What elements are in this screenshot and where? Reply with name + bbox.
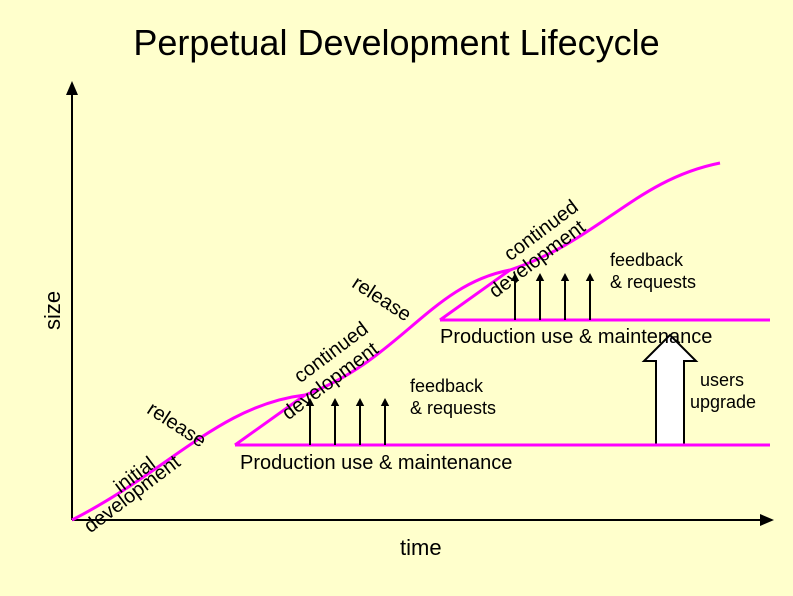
text-label: & requests xyxy=(610,272,696,293)
text-label: & requests xyxy=(410,398,496,419)
text-label: upgrade xyxy=(690,392,756,413)
text-label: Production use & maintenance xyxy=(240,452,512,475)
text-label: Production use & maintenance xyxy=(440,326,712,349)
diagram-stage: Perpetual Development Lifecycle size tim… xyxy=(0,0,793,596)
text-label: feedback xyxy=(610,250,683,271)
text-label: feedback xyxy=(410,376,483,397)
text-label: users xyxy=(700,370,744,391)
x-axis-label: time xyxy=(400,535,442,561)
y-axis-label: size xyxy=(40,291,66,330)
